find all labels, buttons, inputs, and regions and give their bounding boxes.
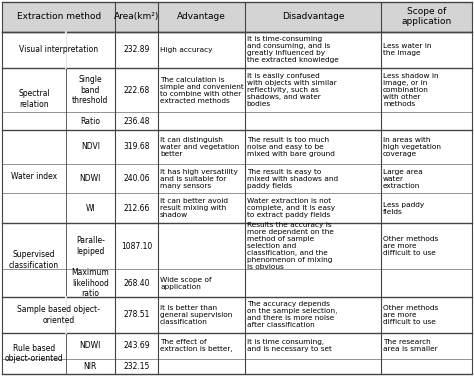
Text: Paralle-
lepiped: Paralle- lepiped xyxy=(76,237,105,256)
Text: Maximum
likelihood
ratio: Maximum likelihood ratio xyxy=(72,268,109,298)
Text: Single
band
threshold: Single band threshold xyxy=(72,75,109,105)
Text: WI: WI xyxy=(85,204,95,213)
Text: The research
area is smaller: The research area is smaller xyxy=(383,339,438,352)
Text: Supervised
classification: Supervised classification xyxy=(9,250,59,270)
Text: It is time-consuming
and consuming, and is
greatly influenced by
the extracted k: It is time-consuming and consuming, and … xyxy=(247,37,338,63)
Text: Other methods
are more
difficult to use: Other methods are more difficult to use xyxy=(383,236,438,256)
Text: The result is easy to
mixed with shadows and
paddy fields: The result is easy to mixed with shadows… xyxy=(247,168,338,189)
Text: Other methods
are more
difficult to use: Other methods are more difficult to use xyxy=(383,305,438,325)
Text: The result is too much
noise and easy to be
mixed with bare ground: The result is too much noise and easy to… xyxy=(247,137,335,157)
Text: 212.66: 212.66 xyxy=(123,204,150,213)
Text: Water extraction is not
complete, and it is easy
to extract paddy fields: Water extraction is not complete, and it… xyxy=(247,198,335,218)
Text: Results the accuracy is
more dependent on the
method of sample
selection and
cla: Results the accuracy is more dependent o… xyxy=(247,222,334,270)
Text: Less shadow in
image, or in
combination
with other
methods: Less shadow in image, or in combination … xyxy=(383,74,438,107)
Text: 240.06: 240.06 xyxy=(123,174,150,183)
Text: Spectral
relation: Spectral relation xyxy=(18,89,50,109)
Text: NDWI: NDWI xyxy=(80,174,101,183)
Text: Ratio: Ratio xyxy=(81,117,100,126)
Text: The calculation is
simple and convenient
to combine with other
extracted methods: The calculation is simple and convenient… xyxy=(160,77,244,104)
Text: Large area
water
extraction: Large area water extraction xyxy=(383,168,423,189)
Text: Wide scope of
application: Wide scope of application xyxy=(160,277,212,289)
Text: Extraction method: Extraction method xyxy=(17,12,101,21)
Text: 278.51: 278.51 xyxy=(123,310,150,319)
Text: NIR: NIR xyxy=(84,362,97,371)
Text: It is easily confused
with objects with similar
reflectivity, such as
shadows, a: It is easily confused with objects with … xyxy=(247,74,337,107)
Text: It is better than
general supervision
classification: It is better than general supervision cl… xyxy=(160,305,232,325)
Text: Water index: Water index xyxy=(11,172,57,181)
Text: 243.69: 243.69 xyxy=(123,341,150,350)
Text: 222.68: 222.68 xyxy=(123,86,150,95)
Text: Disadvantage: Disadvantage xyxy=(282,12,344,21)
Text: High accuracy: High accuracy xyxy=(160,47,212,53)
Text: It is time consuming,
and is necessary to set: It is time consuming, and is necessary t… xyxy=(247,339,332,352)
Text: NDVI: NDVI xyxy=(81,142,100,151)
Bar xyxy=(2,2,472,32)
Text: The effect of
extraction is better,: The effect of extraction is better, xyxy=(160,339,233,352)
Text: Advantage: Advantage xyxy=(177,12,226,21)
Text: It has high versatility
and is suitable for
many sensors: It has high versatility and is suitable … xyxy=(160,168,238,189)
Text: Less water in
the image: Less water in the image xyxy=(383,44,431,56)
Text: Less paddy
fields: Less paddy fields xyxy=(383,202,424,215)
Text: It can distinguish
water and vegetation
better: It can distinguish water and vegetation … xyxy=(160,137,239,157)
Text: Area(km²): Area(km²) xyxy=(114,12,159,21)
Text: Visual interpretation: Visual interpretation xyxy=(19,46,98,54)
Text: 268.40: 268.40 xyxy=(123,279,150,287)
Text: NDWI: NDWI xyxy=(80,341,101,350)
Text: 236.48: 236.48 xyxy=(123,117,150,126)
Text: 1087.10: 1087.10 xyxy=(121,242,152,251)
Text: Rule based
object-oriented: Rule based object-oriented xyxy=(5,343,64,363)
Text: 232.89: 232.89 xyxy=(123,46,150,54)
Text: The accuracy depends
on the sample selection,
and there is more noise
after clas: The accuracy depends on the sample selec… xyxy=(247,301,337,328)
Text: It can better avoid
result mixing with
shadow: It can better avoid result mixing with s… xyxy=(160,198,228,218)
Text: Sample based object-
oriented: Sample based object- oriented xyxy=(17,305,100,324)
Text: 232.15: 232.15 xyxy=(123,362,150,371)
Text: In areas with
high vegetation
coverage: In areas with high vegetation coverage xyxy=(383,137,441,157)
Text: Scope of
application: Scope of application xyxy=(401,7,451,26)
Text: 319.68: 319.68 xyxy=(123,142,150,151)
